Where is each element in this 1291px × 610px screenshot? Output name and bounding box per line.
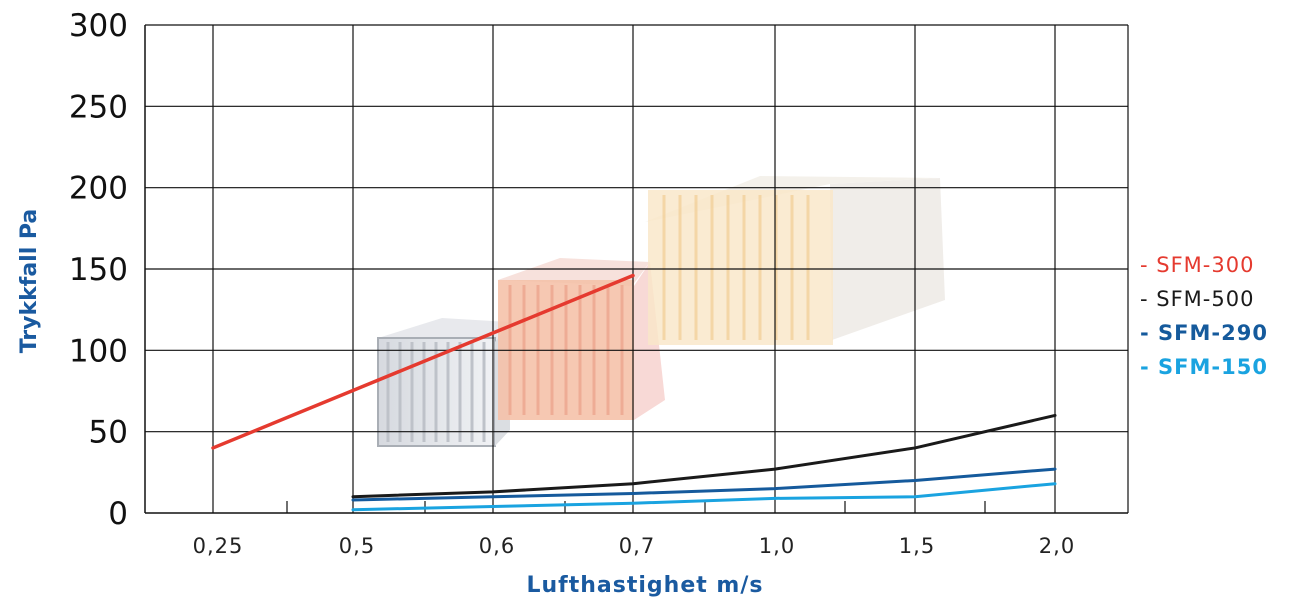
- x-axis-label: Lufthastighet m/s: [527, 573, 764, 598]
- series-line-sfm-300: [211, 273, 635, 450]
- filter-illustration: [377, 176, 945, 447]
- chart-legend: - SFM-300 - SFM-500 - SFM-290 - SFM-150: [1140, 253, 1268, 379]
- x-tick-label: 0,25: [193, 534, 244, 558]
- legend-entry: - SFM-290: [1140, 321, 1268, 345]
- series-line-sfm-290: [351, 467, 1057, 502]
- y-tick-label: 100: [69, 333, 128, 369]
- y-tick-labels: 0 50 100 150 200 250 300: [69, 8, 128, 532]
- y-tick-label: 150: [69, 252, 128, 288]
- x-tick-label: 0,6: [479, 534, 515, 558]
- y-tick-label: 250: [69, 89, 128, 125]
- y-tick-label: 200: [69, 171, 128, 207]
- series-line-sfm-500: [351, 413, 1057, 499]
- series-line-sfm-150: [351, 482, 1057, 512]
- x-tick-label: 0,5: [339, 534, 375, 558]
- x-tick-label: 0,7: [619, 534, 655, 558]
- y-axis-label: Trykkfall Pa: [17, 209, 42, 354]
- chart-series: [211, 273, 1057, 512]
- legend-entry: - SFM-500: [1140, 287, 1254, 311]
- chart-axes: [144, 25, 1128, 514]
- x-tick-label: 1,0: [759, 534, 795, 558]
- x-tick-labels: 0,25 0,5 0,6 0,7 1,0 1,5 2,0: [193, 534, 1075, 558]
- x-tick-label: 1,5: [899, 534, 935, 558]
- y-tick-label: 50: [89, 415, 128, 451]
- x-tick-label: 2,0: [1039, 534, 1075, 558]
- y-tick-label: 0: [108, 496, 128, 532]
- legend-entry: - SFM-150: [1140, 355, 1268, 379]
- y-tick-label: 300: [69, 8, 128, 44]
- chart-grid: [145, 24, 1129, 513]
- legend-entry: - SFM-300: [1140, 253, 1254, 277]
